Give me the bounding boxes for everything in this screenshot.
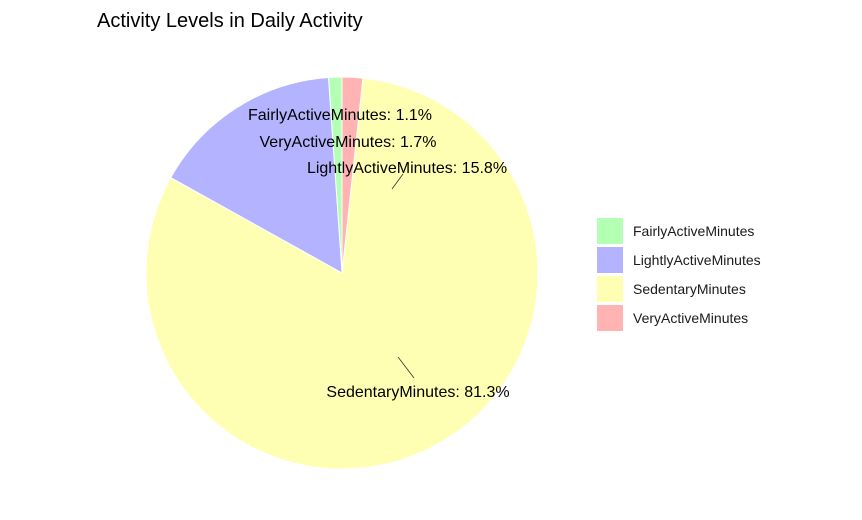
legend: FairlyActiveMinutes LightlyActiveMinutes S… — [597, 218, 761, 331]
slice-label-sedentaryminutes: SedentaryMinutes: 81.3% — [326, 384, 509, 401]
slice-label-veryactiveminutes: VeryActiveMinutes: 1.7% — [260, 134, 437, 151]
legend-label-lightlyactiveminutes: LightlyActiveMinutes — [633, 252, 761, 268]
legend-swatch-veryactiveminutes — [597, 305, 623, 331]
legend-swatch-sedentaryminutes — [597, 276, 623, 302]
pie-slices — [145, 76, 539, 470]
slice-label-fairlyactiveminutes: FairlyActiveMinutes: 1.1% — [248, 107, 432, 124]
leader-line-lightlyactiveminutes — [391, 173, 404, 190]
legend-label-veryactiveminutes: VeryActiveMinutes — [633, 310, 748, 326]
legend-label-sedentaryminutes: SedentaryMinutes — [633, 281, 746, 297]
pie-slice-sedentaryminutes — [145, 77, 539, 470]
leader-line-sedentaryminutes — [397, 356, 415, 379]
pie-slice-veryactiveminutes — [341, 76, 364, 274]
legend-swatch-lightlyactiveminutes — [597, 247, 623, 273]
chart-title: Activity Levels in Daily Activity — [97, 10, 363, 32]
label-leaders — [391, 173, 415, 379]
pie-slice-lightlyactiveminutes — [170, 76, 343, 274]
legend-label-fairlyactiveminutes: FairlyActiveMinutes — [633, 223, 754, 239]
slice-labels: FairlyActiveMinutes: 1.1% LightlyActiveMi… — [248, 107, 510, 401]
slice-label-lightlyactiveminutes: LightlyActiveMinutes: 15.8% — [307, 160, 507, 177]
legend-swatch-fairlyactiveminutes — [597, 218, 623, 244]
